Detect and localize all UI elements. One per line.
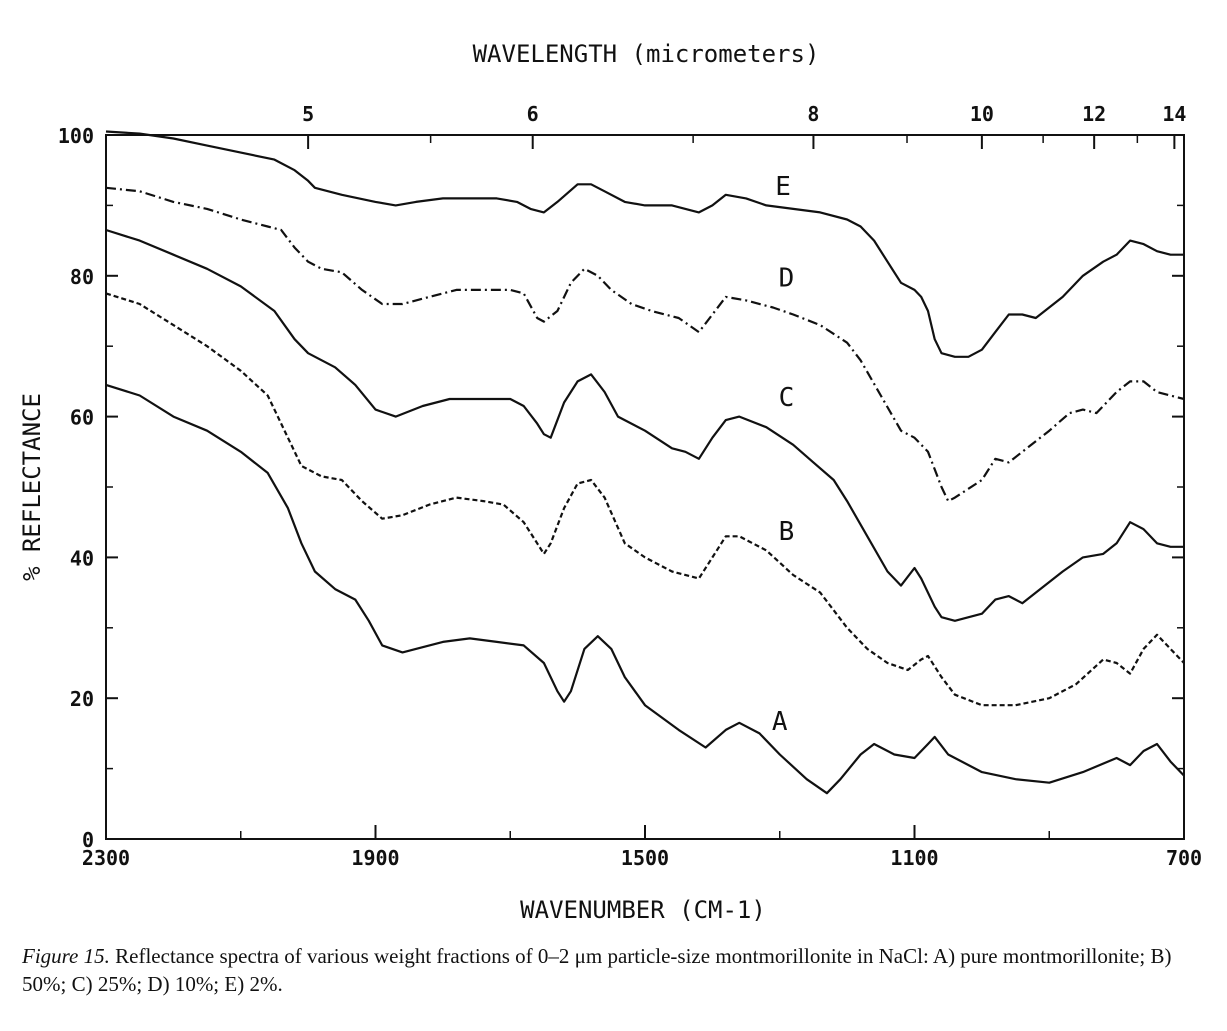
curve-labels: A B C D E xyxy=(772,172,794,737)
curve-label-d: D xyxy=(779,263,795,293)
curve-label-b: B xyxy=(779,517,795,547)
top-axis-title: WAVELENGTH (micrometers) xyxy=(473,40,820,68)
y-tick-label: 40 xyxy=(70,546,94,570)
series-b-line xyxy=(105,292,1185,707)
curve-label-e: E xyxy=(775,172,791,202)
reflectance-chart: WAVELENGTH (micrometers) 5 6 8 10 12 14 0 20 40… xyxy=(18,40,1202,924)
y-tick-label: 60 xyxy=(70,406,94,430)
caption-label: Figure 15. xyxy=(22,944,110,968)
top-tick-label: 6 xyxy=(527,102,539,126)
figure-caption: Figure 15. Reflectance spectra of variou… xyxy=(22,942,1202,998)
x-tick-label: 700 xyxy=(1166,846,1202,870)
curve-label-a: A xyxy=(772,707,788,737)
x-tick-label: 1900 xyxy=(351,846,399,870)
y-tick-label: 0 xyxy=(82,828,94,852)
top-axis-ticks: 5 6 8 10 12 14 xyxy=(302,102,1186,149)
y-axis-ticks: 0 20 40 60 80 100 xyxy=(58,124,1184,852)
top-tick-label: 10 xyxy=(970,102,994,126)
y-axis-title: % REFLECTANCE xyxy=(18,393,46,581)
series-d-line xyxy=(105,186,1185,503)
y-tick-label: 20 xyxy=(70,687,94,711)
x-axis-title: WAVENUMBER (CM-1) xyxy=(520,896,766,924)
top-tick-label: 14 xyxy=(1162,102,1186,126)
curve-label-c: C xyxy=(779,383,795,413)
top-tick-label: 5 xyxy=(302,102,314,126)
x-axis-ticks: 2300 1900 1500 1100 700 xyxy=(82,825,1202,870)
top-tick-label: 8 xyxy=(807,102,819,126)
plot-frame xyxy=(105,134,1185,840)
x-tick-label: 1500 xyxy=(621,846,669,870)
caption-text: Reflectance spectra of various weight fr… xyxy=(22,944,1172,996)
top-tick-label: 12 xyxy=(1082,102,1106,126)
x-tick-label: 2300 xyxy=(82,846,130,870)
series-c-line xyxy=(105,228,1184,622)
x-tick-label: 1100 xyxy=(890,846,938,870)
series-a-line xyxy=(105,383,1185,795)
y-tick-label: 80 xyxy=(70,265,94,289)
series-e-line xyxy=(105,130,1184,358)
series-layer xyxy=(105,130,1185,795)
y-tick-label: 100 xyxy=(58,124,94,148)
